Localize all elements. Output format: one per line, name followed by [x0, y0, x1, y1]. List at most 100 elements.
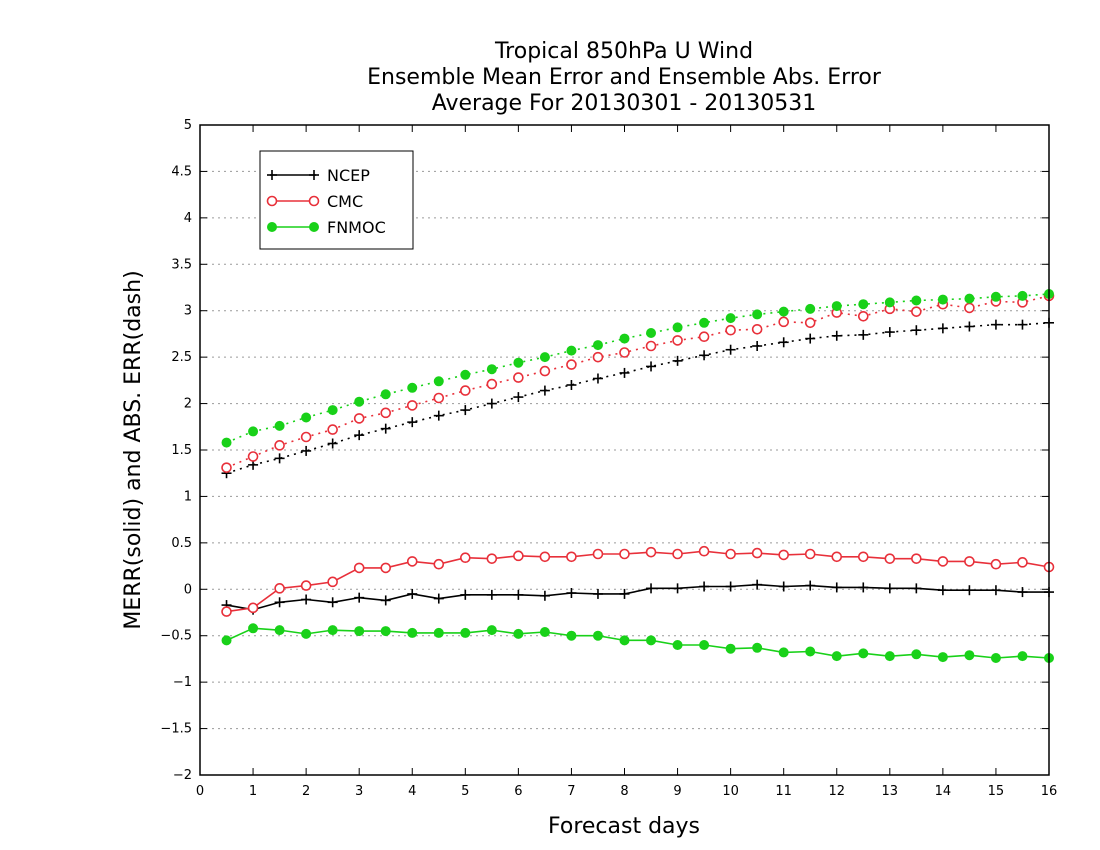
series-ncep-abs-err-point: [964, 321, 975, 332]
series-fnmoc-abs-err-point: [274, 420, 285, 431]
series-cmc-abs-err-point: [513, 372, 524, 383]
series-cmc-merr-point: [672, 548, 683, 560]
x-tick-label: 14: [935, 784, 952, 799]
y-tick-label: 2: [184, 397, 192, 412]
series-ncep-abs-err-point: [990, 319, 1001, 330]
legend-cmc-label: CMC: [327, 192, 363, 211]
series-fnmoc-merr-point: [699, 640, 710, 650]
series-ncep-merr-point: [911, 583, 922, 594]
series-fnmoc-merr-point: [380, 626, 391, 637]
series-fnmoc-abs-err-point: [301, 412, 312, 423]
series-cmc-abs-err-point: [539, 365, 551, 377]
series-cmc-merr-point: [751, 547, 763, 559]
series-fnmoc-abs-err-point: [672, 322, 683, 333]
y-tick-label: 0.5: [171, 536, 192, 551]
series-ncep-merr-point: [752, 579, 763, 590]
series-fnmoc-merr-point: [566, 630, 577, 641]
x-tick-label: 13: [882, 784, 899, 799]
series-cmc-abs-err-point: [725, 324, 736, 336]
legend-box: [259, 150, 414, 250]
series-fnmoc-merr-point: [486, 625, 497, 636]
series-ncep-abs-err-point: [433, 410, 444, 421]
series-ncep-abs-err-point: [380, 423, 391, 434]
series-ncep-abs-err-point: [486, 398, 497, 409]
series-cmc-abs-err-point: [247, 451, 259, 462]
series-cmc-merr-point: [327, 576, 338, 588]
series-cmc-merr-point: [1017, 557, 1028, 568]
series-cmc-abs-err-point: [672, 335, 683, 346]
series-fnmoc-abs-err-point: [248, 426, 259, 437]
series-cmc-merr-point: [300, 580, 312, 591]
series-fnmoc-merr-point: [805, 646, 816, 657]
x-tick-label: 15: [988, 784, 1005, 799]
series-fnmoc-merr-point: [1017, 651, 1028, 662]
series-ncep-merr-point: [460, 589, 471, 600]
x-tick-label: 8: [620, 784, 628, 799]
series-fnmoc-abs-err-point: [380, 389, 391, 400]
series-ncep-abs-err-line: [226, 321, 1050, 474]
series-ncep-merr-point: [725, 581, 736, 592]
x-tick-label: 5: [461, 784, 469, 799]
series-ncep-abs-err-point: [460, 405, 471, 416]
series-cmc-abs-err-point: [566, 359, 577, 370]
series-ncep-abs-err-point: [407, 417, 418, 428]
series-ncep-merr-point: [539, 590, 550, 601]
series-cmc-abs-err-point: [327, 424, 338, 435]
series-layer: [221, 289, 1055, 663]
series-cmc-merr-line: [226, 550, 1050, 613]
series-ncep-abs-err-point: [752, 341, 763, 351]
series-fnmoc-abs-err-point: [513, 357, 524, 368]
series-ncep-merr-point: [672, 583, 683, 594]
series-fnmoc-abs-err-point: [221, 437, 232, 448]
series-cmc-abs-err-point: [221, 462, 232, 473]
series-ncep-merr-line: [226, 583, 1049, 611]
series-ncep-merr-point: [566, 588, 577, 598]
legend-ncep-label: NCEP: [327, 166, 370, 185]
series-fnmoc-merr-point: [221, 635, 232, 646]
x-axis-label: Forecast days: [548, 814, 700, 839]
series-cmc-merr-point: [460, 552, 471, 564]
series-fnmoc-merr-point: [592, 630, 603, 641]
y-tick-label: 0: [184, 582, 192, 597]
series-fnmoc-merr-point: [884, 651, 895, 662]
series-fnmoc-merr-point: [646, 635, 657, 646]
series-cmc-abs-err-point: [751, 323, 763, 335]
series-fnmoc-merr-point: [354, 626, 365, 637]
series-cmc-merr-point: [380, 562, 392, 574]
series-cmc-abs-err-point: [645, 340, 657, 352]
series-cmc-abs-err-point: [274, 440, 285, 451]
series-ncep-abs-err-point: [539, 385, 550, 396]
series-ncep-abs-err-point: [1017, 319, 1028, 330]
x-tick-label: 9: [673, 784, 681, 799]
series-cmc-abs-err-point: [486, 378, 498, 390]
series-ncep-merr-point: [354, 592, 365, 603]
x-tick-label: 4: [408, 784, 416, 799]
legend-ncep-marker-start: [267, 170, 277, 180]
series-cmc-merr-point: [884, 553, 896, 564]
series-ncep-abs-err-point: [619, 367, 630, 378]
series-ncep-merr-point: [619, 588, 630, 599]
series-ncep-merr-point: [699, 581, 710, 592]
x-tick-label: 7: [567, 784, 575, 799]
series-fnmoc-abs-err-point: [990, 291, 1001, 302]
series-fnmoc-merr-point: [752, 642, 763, 653]
series-fnmoc-abs-err-point: [752, 309, 763, 320]
series-fnmoc-abs-err-point: [566, 345, 577, 356]
series-fnmoc-merr-point: [407, 627, 418, 638]
series-cmc-merr-point: [619, 548, 630, 560]
series-fnmoc-abs-err-point: [539, 352, 550, 363]
series-fnmoc-merr-point: [990, 653, 1001, 663]
series-ncep-merr-point: [592, 588, 603, 599]
series-cmc-abs-err-line: [226, 295, 1050, 469]
series-ncep-abs-err-point: [937, 323, 948, 334]
chart-title-line-3: Average For 20130301 - 20130531: [432, 91, 817, 116]
series-ncep-abs-err-point: [778, 337, 789, 348]
series-ncep-abs-err-point: [831, 330, 842, 341]
series-ncep-abs-err-point: [805, 333, 816, 344]
series-fnmoc-merr-point: [672, 640, 683, 650]
series-ncep-abs-err-point: [699, 350, 710, 361]
series-fnmoc-abs-err-point: [486, 364, 497, 375]
series-fnmoc-merr-point: [911, 649, 922, 660]
series-ncep-merr-point: [990, 585, 1001, 596]
series-fnmoc-merr-point: [433, 627, 444, 638]
